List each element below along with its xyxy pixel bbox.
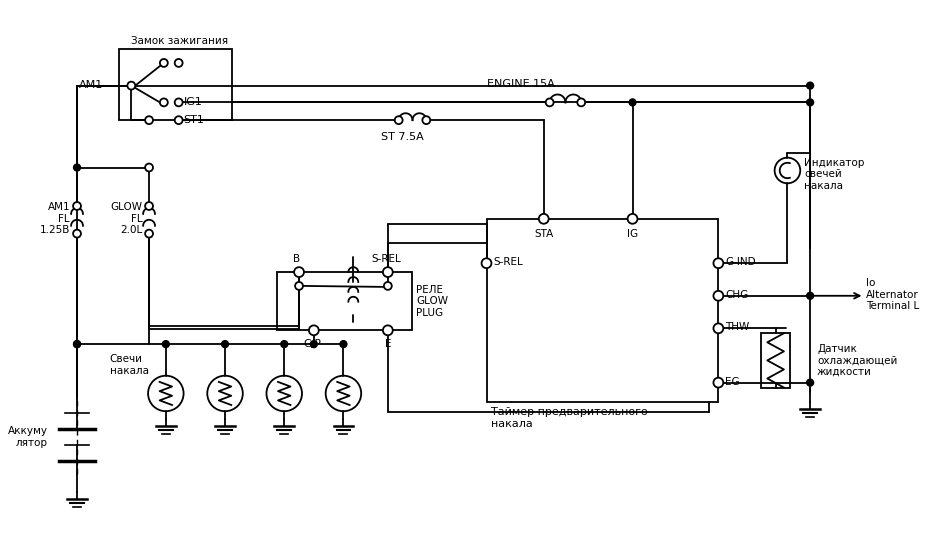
- Circle shape: [545, 98, 553, 106]
- Text: AM1
FL
1.25В: AM1 FL 1.25В: [40, 202, 70, 235]
- Circle shape: [538, 214, 548, 224]
- Circle shape: [160, 59, 168, 67]
- Circle shape: [382, 267, 393, 277]
- Bar: [760, 333, 790, 387]
- Text: IG: IG: [626, 229, 638, 239]
- Circle shape: [806, 379, 813, 386]
- Circle shape: [806, 99, 813, 106]
- Circle shape: [806, 292, 813, 299]
- Text: Индикатор
свечей
накала: Индикатор свечей накала: [804, 158, 864, 191]
- Text: ST 7.5A: ST 7.5A: [380, 132, 423, 142]
- Circle shape: [73, 340, 81, 348]
- Text: B: B: [293, 254, 301, 264]
- Circle shape: [576, 98, 585, 106]
- Text: CHG: CHG: [725, 290, 748, 300]
- Text: Свечи
накала: Свечи накала: [110, 354, 148, 376]
- Circle shape: [174, 116, 183, 124]
- Circle shape: [481, 258, 491, 268]
- Text: IG1: IG1: [184, 97, 202, 107]
- Circle shape: [162, 340, 169, 348]
- Circle shape: [309, 325, 318, 335]
- Text: G/P: G/P: [303, 339, 320, 349]
- Bar: [486, 219, 717, 402]
- Circle shape: [310, 340, 317, 348]
- Text: AM1: AM1: [79, 79, 103, 89]
- Circle shape: [222, 340, 228, 348]
- Text: E: E: [384, 339, 391, 349]
- Circle shape: [145, 116, 153, 124]
- Text: Датчик
охлаждающей
жидкости: Датчик охлаждающей жидкости: [816, 344, 896, 377]
- Text: ENGINE 15A: ENGINE 15A: [486, 79, 554, 88]
- Circle shape: [713, 324, 723, 333]
- Circle shape: [145, 230, 153, 238]
- Bar: [120, 49, 232, 120]
- Circle shape: [294, 267, 303, 277]
- Text: РЕЛЕ
GLOW
PLUG: РЕЛЕ GLOW PLUG: [416, 285, 448, 318]
- Circle shape: [394, 116, 402, 124]
- Circle shape: [422, 116, 430, 124]
- Text: STA: STA: [534, 229, 553, 239]
- Text: S-REL: S-REL: [493, 257, 522, 267]
- Circle shape: [73, 164, 81, 171]
- Text: GLOW
FL
2.0L: GLOW FL 2.0L: [110, 202, 142, 235]
- Circle shape: [145, 202, 153, 210]
- Circle shape: [713, 258, 723, 268]
- Circle shape: [73, 202, 81, 210]
- Circle shape: [713, 378, 723, 387]
- Circle shape: [73, 230, 81, 238]
- Text: Замок зажигания: Замок зажигания: [131, 36, 228, 46]
- Circle shape: [806, 82, 813, 89]
- Circle shape: [295, 282, 303, 290]
- Text: S-REL: S-REL: [370, 254, 400, 264]
- Text: G-IND: G-IND: [725, 257, 755, 267]
- Circle shape: [628, 99, 636, 106]
- Circle shape: [174, 59, 183, 67]
- Circle shape: [174, 98, 183, 106]
- Text: ST1: ST1: [184, 115, 204, 125]
- Circle shape: [382, 325, 393, 335]
- Text: Таймер предварительного
накала: Таймер предварительного накала: [491, 408, 648, 429]
- Text: Аккуму
лятор: Аккуму лятор: [7, 426, 47, 448]
- Circle shape: [280, 340, 288, 348]
- Circle shape: [160, 98, 168, 106]
- Circle shape: [73, 340, 81, 348]
- Text: THW: THW: [725, 323, 749, 333]
- Text: Io
Alternator
Terminal L: Io Alternator Terminal L: [866, 278, 919, 311]
- Circle shape: [127, 82, 135, 89]
- Text: EG: EG: [725, 377, 739, 387]
- Circle shape: [383, 282, 392, 290]
- Circle shape: [340, 340, 346, 348]
- Circle shape: [145, 164, 153, 172]
- Bar: [277, 272, 412, 330]
- Circle shape: [627, 214, 637, 224]
- Circle shape: [713, 291, 723, 301]
